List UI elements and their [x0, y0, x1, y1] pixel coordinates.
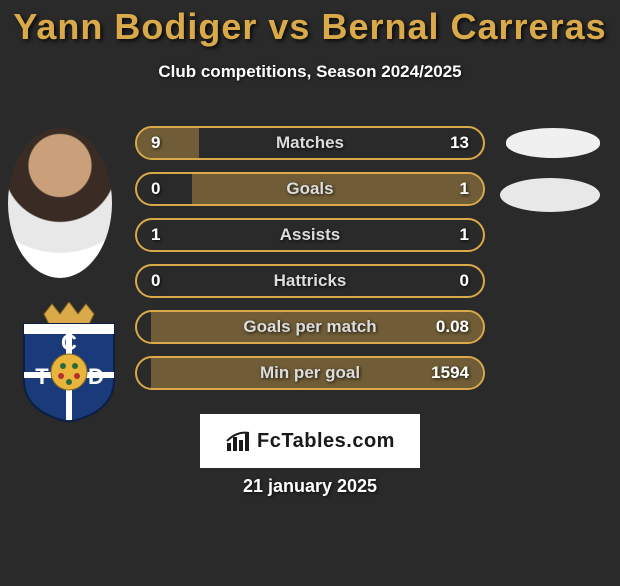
- logo-text: FcTables.com: [257, 430, 395, 453]
- stat-row-assists: 1Assists1: [135, 218, 485, 252]
- stat-label: Hattricks: [197, 271, 423, 291]
- stat-value-right: 13: [423, 133, 483, 153]
- stat-label: Assists: [197, 225, 423, 245]
- bar-chart-icon: [225, 429, 251, 453]
- player2-avatar-placeholder-2: [500, 178, 600, 212]
- date-text: 21 january 2025: [0, 476, 620, 497]
- page-title: Yann Bodiger vs Bernal Carreras: [0, 6, 620, 48]
- crest-crown-icon: [44, 302, 94, 324]
- crest-letter-t: T: [35, 364, 49, 389]
- stat-value-right: 1: [423, 225, 483, 245]
- title-vs: vs: [268, 6, 310, 47]
- stat-value-right: 1594: [423, 363, 483, 383]
- title-player1: Yann Bodiger: [13, 6, 257, 47]
- stat-value-right: 0.08: [423, 317, 483, 337]
- stat-row-min_per_goal: Min per goal1594: [135, 356, 485, 390]
- stats-container: 9Matches130Goals11Assists10Hattricks0Goa…: [135, 126, 485, 402]
- stat-label: Matches: [197, 133, 423, 153]
- stat-value-left: 0: [137, 271, 197, 291]
- stat-label: Goals per match: [197, 317, 423, 337]
- stat-value-right: 1: [423, 179, 483, 199]
- stat-label: Min per goal: [197, 363, 423, 383]
- crest-letter-c: C: [61, 330, 77, 355]
- subtitle: Club competitions, Season 2024/2025: [0, 62, 620, 82]
- crest-letter-d: D: [88, 364, 104, 389]
- stat-value-right: 0: [423, 271, 483, 291]
- stat-value-left: 0: [137, 179, 197, 199]
- player1-avatar: [8, 128, 112, 278]
- player2-avatar-placeholder-1: [506, 128, 600, 158]
- stat-row-hattricks: 0Hattricks0: [135, 264, 485, 298]
- club-crest: C T D: [14, 302, 124, 422]
- stat-row-goals: 0Goals1: [135, 172, 485, 206]
- stat-value-left: 9: [137, 133, 197, 153]
- site-logo: FcTables.com: [200, 414, 420, 468]
- title-player2: Bernal Carreras: [321, 6, 606, 47]
- stat-row-goals_per_match: Goals per match0.08: [135, 310, 485, 344]
- stat-row-matches: 9Matches13: [135, 126, 485, 160]
- stat-value-left: 1: [137, 225, 197, 245]
- stat-label: Goals: [197, 179, 423, 199]
